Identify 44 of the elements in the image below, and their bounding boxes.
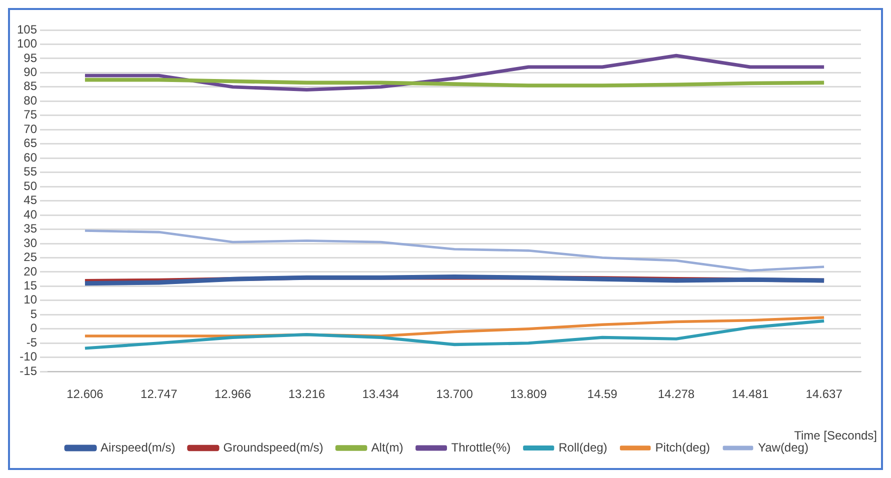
y-tick-label: 100 bbox=[16, 36, 38, 51]
y-tick-label: 85 bbox=[24, 79, 38, 94]
x-axis-title: Time [Seconds] bbox=[794, 428, 877, 442]
legend-label: Airspeed(m/s) bbox=[100, 440, 176, 454]
y-tick-label: 40 bbox=[24, 207, 38, 222]
x-tick-label: 14.637 bbox=[806, 387, 843, 402]
x-tick-label: 14.278 bbox=[658, 387, 695, 402]
x-tick-label: 14.481 bbox=[732, 387, 769, 402]
legend-label: Alt(m) bbox=[371, 440, 404, 454]
y-tick-label: 70 bbox=[24, 122, 38, 136]
y-tick-label: 50 bbox=[24, 178, 38, 193]
x-tick-label: 13.809 bbox=[510, 387, 548, 402]
y-tick-label: -15 bbox=[20, 364, 38, 378]
legend-label: Pitch(deg) bbox=[655, 440, 710, 454]
y-tick-label: 25 bbox=[24, 250, 38, 264]
x-tick-label: 13.700 bbox=[436, 387, 474, 402]
y-tick-label: 10 bbox=[24, 292, 38, 307]
x-tick-label: 13.434 bbox=[362, 387, 400, 402]
y-tick-label: 20 bbox=[24, 264, 38, 278]
y-tick-label: 5 bbox=[30, 306, 38, 321]
legend-label: Groundspeed(m/s) bbox=[223, 440, 324, 454]
y-tick-label: 30 bbox=[24, 236, 38, 250]
y-tick-label: 60 bbox=[24, 150, 38, 164]
x-tick-label: 12.606 bbox=[66, 387, 104, 402]
y-tick-label: 15 bbox=[24, 278, 38, 293]
x-tick-label: 12.747 bbox=[140, 387, 178, 402]
y-tick-label: 90 bbox=[24, 65, 38, 80]
y-tick-label: 45 bbox=[24, 193, 38, 208]
x-tick-label: 12.966 bbox=[214, 387, 252, 402]
legend-label: Throttle(%) bbox=[451, 440, 511, 454]
y-tick-label: 75 bbox=[24, 108, 38, 122]
x-tick-label: 13.216 bbox=[288, 387, 326, 402]
y-tick-label: 80 bbox=[24, 93, 38, 108]
y-tick-label: 35 bbox=[24, 222, 38, 236]
y-tick-label: 95 bbox=[24, 50, 38, 65]
y-tick-label: 65 bbox=[24, 136, 38, 150]
y-tick-label: 55 bbox=[24, 164, 38, 179]
y-tick-label: 0 bbox=[30, 321, 38, 336]
y-tick-label: -10 bbox=[20, 350, 38, 364]
y-tick-label: -5 bbox=[26, 335, 38, 350]
x-tick-label: 14.59 bbox=[587, 387, 618, 402]
legend-label: Yaw(deg) bbox=[758, 440, 808, 454]
legend-label: Roll(deg) bbox=[558, 440, 608, 454]
y-tick-label: 105 bbox=[16, 22, 38, 36]
